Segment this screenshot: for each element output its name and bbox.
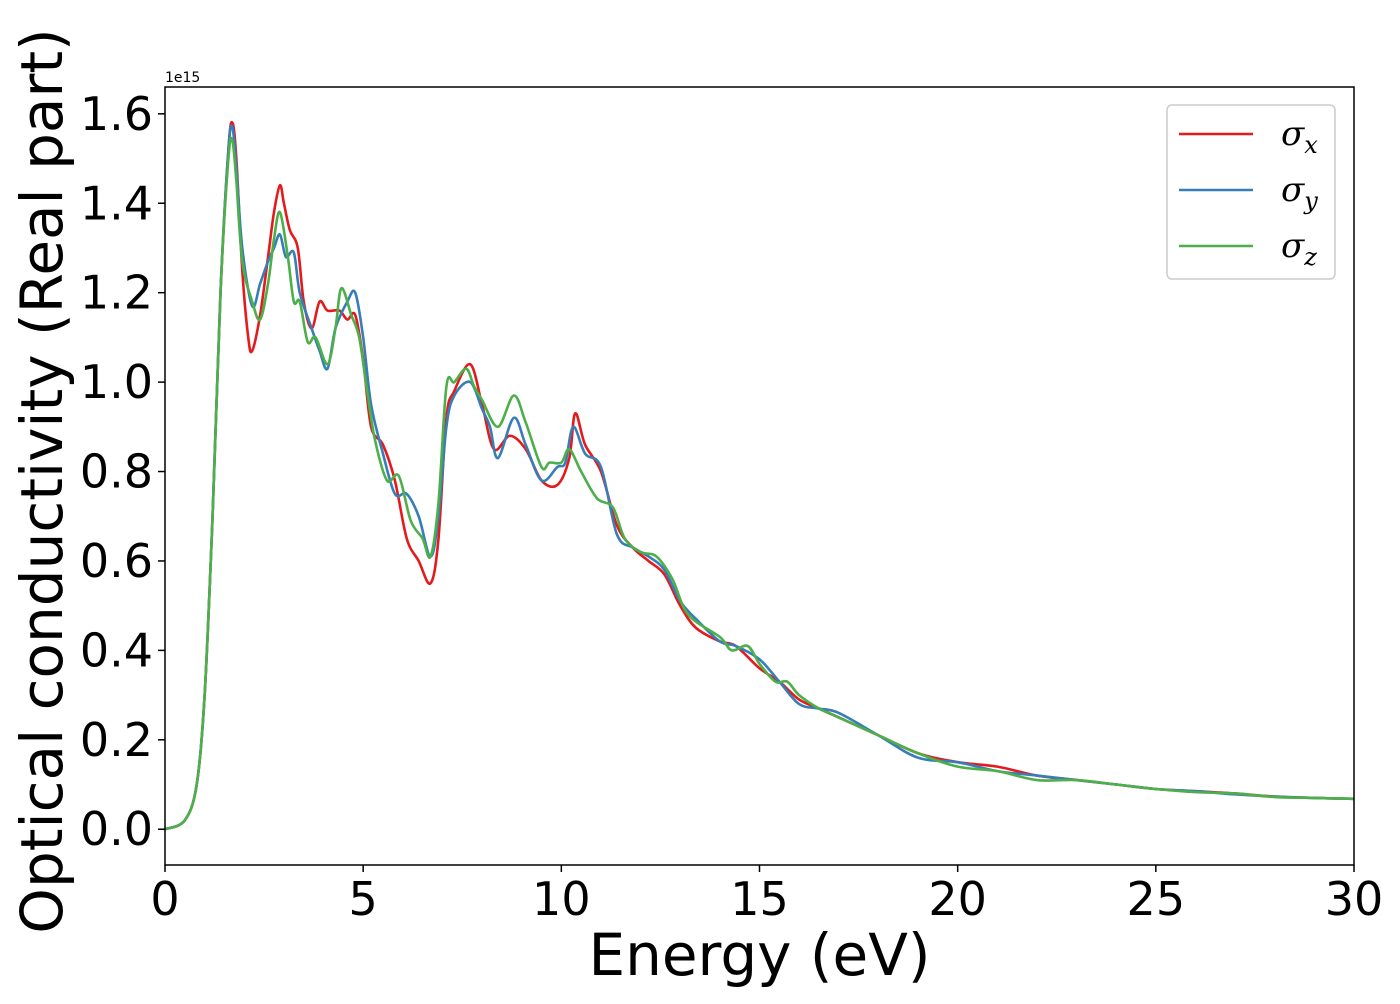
x-tick-label: 5: [349, 872, 378, 926]
y-tick-label: 0.6: [80, 534, 153, 588]
legend-label: σy: [1281, 170, 1318, 215]
legend-label: σx: [1281, 114, 1318, 159]
x-tick-label: 25: [1127, 872, 1186, 926]
x-tick-label: 20: [928, 872, 987, 926]
y-tick-label: 1.6: [80, 87, 153, 141]
y-offset-label: 1e15: [165, 70, 200, 86]
y-tick-label: 0.2: [80, 713, 153, 767]
x-tick-label: 30: [1325, 872, 1384, 926]
legend-item: σy: [1179, 170, 1318, 215]
x-tick-label: 0: [150, 872, 179, 926]
x-tick-label: 10: [532, 872, 591, 926]
y-tick-label: 0.0: [80, 802, 153, 856]
series-line-z: [165, 136, 1354, 831]
legend-item: σz: [1179, 226, 1317, 271]
legend-box: [1166, 104, 1336, 280]
y-tick-label: 0.4: [80, 623, 153, 677]
y-tick-label: 1.0: [80, 355, 153, 409]
y-axis-ticks: 0.0 0.2 0.4 0.6 0.8 1.0 1.2 1.4 1.6: [80, 87, 165, 856]
legend: σx σy σz: [1166, 104, 1336, 280]
legend-label: σz: [1281, 226, 1317, 271]
x-tick-label: 15: [730, 872, 789, 926]
legend-item: σx: [1179, 114, 1318, 159]
x-axis-ticks: 0 5 10 15 20 25 30: [150, 865, 1383, 926]
y-axis-label: Optical conductivity (Real part): [8, 28, 76, 933]
y-tick-label: 1.4: [80, 176, 153, 230]
y-tick-label: 0.8: [80, 445, 153, 499]
x-axis-label: Energy (eV): [588, 921, 930, 989]
y-tick-label: 1.2: [80, 266, 153, 320]
series-layer: [165, 121, 1354, 831]
